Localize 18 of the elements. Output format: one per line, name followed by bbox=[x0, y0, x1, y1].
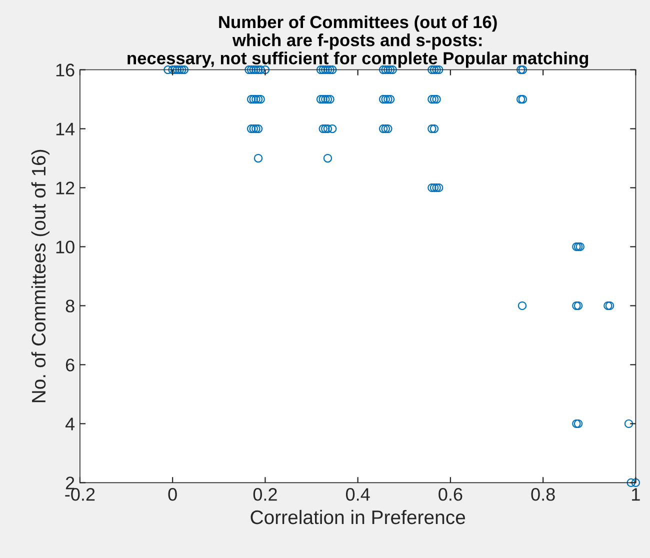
y-tick-label: 10 bbox=[56, 240, 74, 254]
x-tick-label: 0 bbox=[168, 488, 177, 501]
y-tick-label: 6 bbox=[66, 358, 74, 372]
y-tick-label: 4 bbox=[65, 418, 75, 430]
y-tick-label: 8 bbox=[66, 300, 74, 312]
y-tick-label: 16 bbox=[56, 64, 74, 76]
y-tick-label: 14 bbox=[56, 122, 75, 136]
y-axis-title: No. of Committees (out of 16) bbox=[31, 150, 50, 402]
x-tick-label: 1 bbox=[632, 488, 640, 501]
x-axis-title: Correlation in Preference bbox=[250, 510, 466, 524]
y-tick-label: 2 bbox=[66, 476, 74, 490]
y-tick-label: 12 bbox=[56, 182, 74, 194]
x-tick-label: 0.6 bbox=[438, 488, 462, 501]
chart-title: Number of Committees (out of 16) which are f-posts and s-posts: necessary, not sufficient for complete Popular matching bbox=[128, 15, 588, 68]
x-tick-label: -0.2 bbox=[65, 488, 95, 501]
x-tick-label: 0.8 bbox=[531, 488, 555, 501]
x-tick-label: 0.4 bbox=[346, 488, 370, 501]
x-tick-label: 0.2 bbox=[253, 488, 277, 501]
